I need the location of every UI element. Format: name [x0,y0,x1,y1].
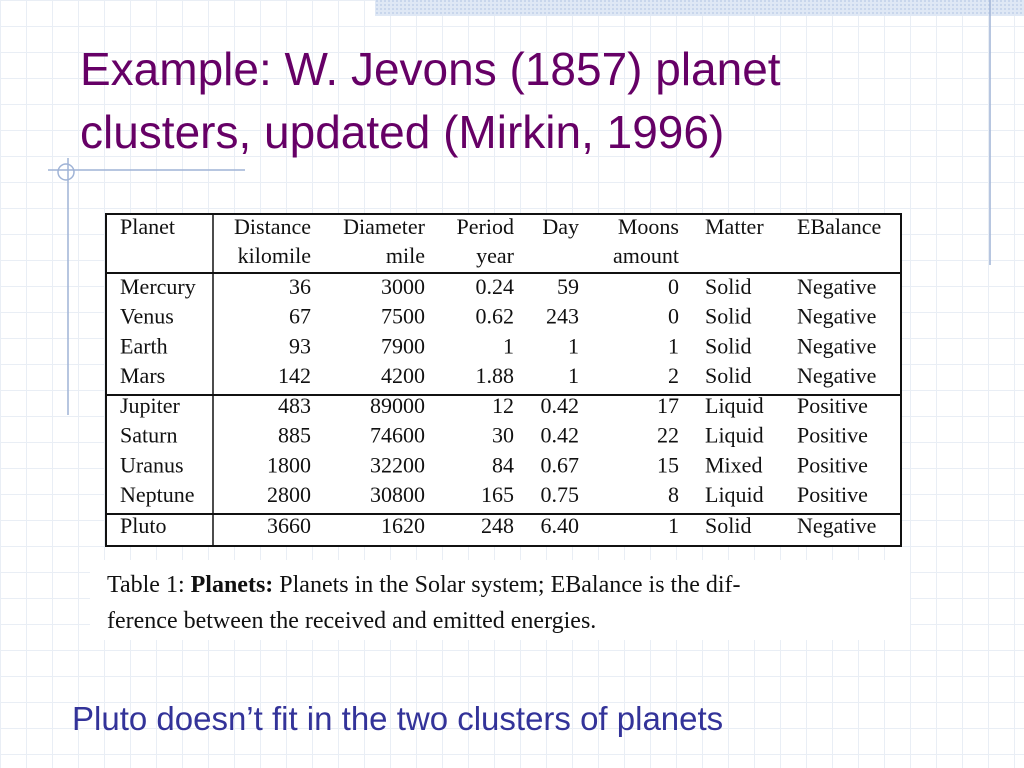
cell: 1.88 [476,363,515,388]
cell: Solid [705,274,751,299]
caption-bold: Planets: [191,572,274,598]
header-unit: mile [386,243,425,268]
caption-label: Table 1: [107,572,185,598]
cell: 3660 [267,513,311,538]
cell: 30 [492,423,514,448]
header-cell: Moons [618,214,679,239]
cell: 0 [668,274,679,299]
cell: 1 [568,363,579,388]
cell: 243 [546,304,579,329]
cell: 93 [289,333,311,358]
cell: 248 [481,513,514,538]
cell: 2800 [267,482,311,507]
row-label: Pluto [120,513,166,538]
cell: 22 [657,423,679,448]
cell: 1 [668,513,679,538]
caption-text: Planets in the Solar system; EBalance is… [279,572,740,598]
table: Planet Distance kilomile Diameter mile Period… [105,213,902,547]
header-cell: Planet [120,214,175,239]
cell: 67 [289,304,311,329]
row-label: Venus [120,304,174,329]
cell: Solid [705,333,751,358]
cell: 32200 [370,452,425,477]
cell: 1 [503,333,514,358]
header-unit: amount [613,243,679,268]
row-label: Mercury [120,274,196,299]
cell: Solid [705,513,751,538]
cell: 1800 [267,452,311,477]
cell: 1 [568,333,579,358]
table-bg [106,213,901,547]
cell: 0.42 [541,423,580,448]
cell: 885 [278,423,311,448]
row-label: Saturn [120,423,177,448]
cell: Liquid [705,423,764,448]
cell: 8 [668,482,679,507]
cell: 0.24 [476,274,515,299]
cell: 89000 [370,393,425,418]
title-line: Example: W. Jevons (1857) planet [80,43,781,95]
cell: 15 [657,452,679,477]
row-label: Jupiter [120,393,181,418]
footer-text: Pluto doesn’t fit in the two clusters of… [72,700,723,737]
header-cell: Distance [234,214,311,239]
caption-line: ference between the received and emitted… [107,608,596,634]
cell: Positive [797,452,868,477]
top-band [375,0,1024,16]
row-label: Earth [120,333,168,358]
cell: 0.42 [541,393,580,418]
cell: 142 [278,363,311,388]
cell: Liquid [705,482,764,507]
cell: 2 [668,363,679,388]
cell: 483 [278,393,311,418]
header-unit: year [476,243,515,268]
title-line: clusters, updated (Mirkin, 1996) [80,106,724,158]
cell: 30800 [370,482,425,507]
header-cell: Period [457,214,514,239]
cell: Negative [797,274,876,299]
header-cell: Day [542,214,579,239]
cell: 7900 [381,333,425,358]
cell: Positive [797,393,868,418]
cell: 0.67 [541,452,580,477]
cell: 0 [668,304,679,329]
cell: Liquid [705,393,764,418]
header-cell: Diameter [343,214,426,239]
row-label: Neptune [120,482,195,507]
cell: Negative [797,513,876,538]
cell: 74600 [370,423,425,448]
header-cell: EBalance [797,214,881,239]
row-label: Mars [120,363,165,388]
cell: 17 [657,393,679,418]
cell: Negative [797,363,876,388]
cell: 12 [492,393,514,418]
caption-bg [90,560,910,640]
cell: 1 [668,333,679,358]
cell: Mixed [705,452,762,477]
header-unit: kilomile [238,243,311,268]
cell: Solid [705,304,751,329]
cell: 59 [557,274,579,299]
caption-line: Table 1: Planets: Planets in the Solar s… [107,572,741,598]
cell: 165 [481,482,514,507]
cell: 7500 [381,304,425,329]
cell: Solid [705,363,751,388]
cell: 0.75 [541,482,580,507]
cell: 4200 [381,363,425,388]
cell: 84 [492,452,514,477]
cell: 36 [289,274,311,299]
cell: 1620 [381,513,425,538]
header-cell: Matter [705,214,764,239]
cell: Positive [797,482,868,507]
cell: 3000 [381,274,425,299]
row-label: Uranus [120,452,184,477]
cell: Negative [797,304,876,329]
cell: Negative [797,333,876,358]
cell: 6.40 [541,513,580,538]
cell: Positive [797,423,868,448]
deco-circle [57,163,75,181]
cell: 0.62 [476,304,515,329]
